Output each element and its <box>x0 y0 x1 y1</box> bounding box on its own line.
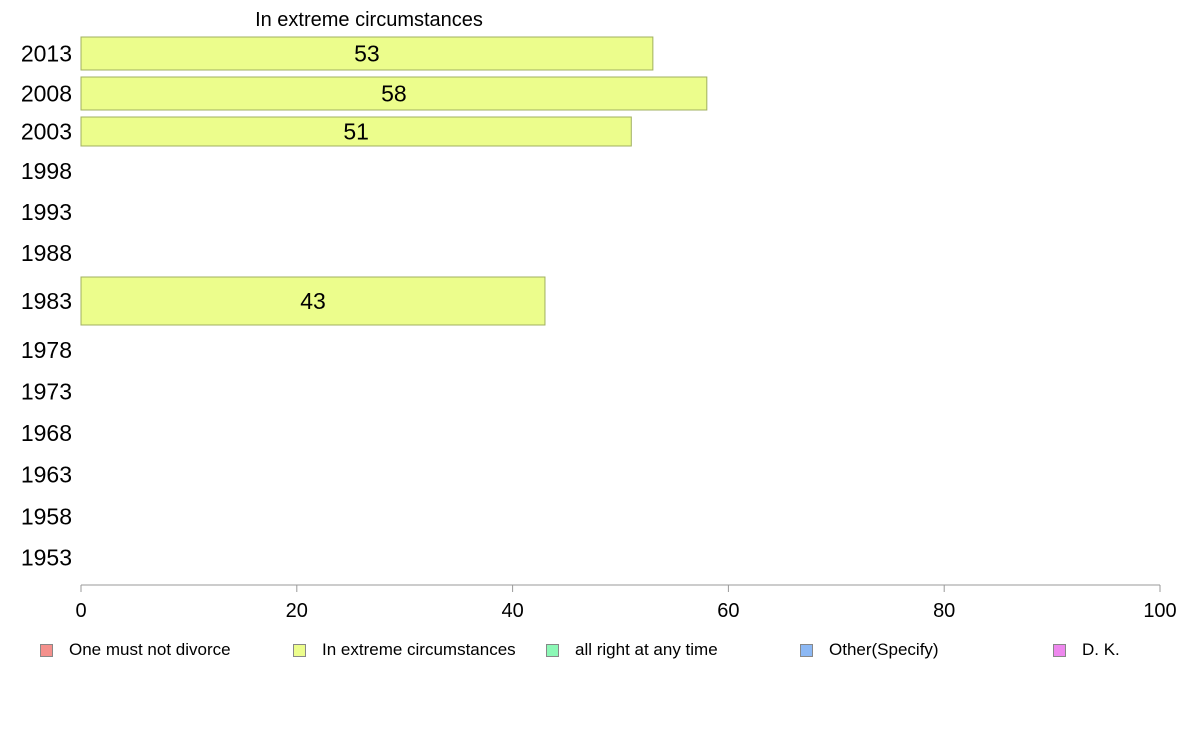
y-tick-label: 1973 <box>21 379 72 405</box>
legend: One must not divorce In extreme circumst… <box>0 636 1188 662</box>
x-axis-ticks: 0 20 40 60 80 100 <box>75 585 1177 622</box>
bar <box>80 36 654 71</box>
legend-item-other-specify: Other(Specify) <box>800 640 939 660</box>
legend-swatch <box>1053 643 1066 657</box>
legend-label: D. K. <box>1082 640 1120 659</box>
y-tick-label: 1983 <box>21 288 72 314</box>
y-tick-label: 1958 <box>21 504 72 530</box>
x-tick-label: 20 <box>286 600 308 622</box>
legend-swatch <box>546 643 559 657</box>
y-tick-label: 1978 <box>21 337 72 363</box>
legend-label: Other(Specify) <box>829 640 939 659</box>
year-labels: 2013 2008 2003 1998 1993 1988 1983 1978 1973 1968… <box>21 41 72 571</box>
legend-label: all right at any time <box>575 640 718 659</box>
bar <box>80 116 632 147</box>
chart-title: In extreme circumstances <box>255 9 483 31</box>
y-tick-label: 2003 <box>21 119 72 145</box>
x-tick-label: 40 <box>501 600 523 622</box>
legend-swatch <box>293 643 306 657</box>
y-tick-label: 1988 <box>21 240 72 266</box>
legend-item-in-extreme-circumstances: In extreme circumstances <box>293 640 516 660</box>
bar <box>80 76 708 111</box>
x-tick-label: 80 <box>933 600 955 622</box>
x-tick-label: 100 <box>1143 600 1176 622</box>
bar <box>80 276 546 326</box>
legend-item-dk: D. K. <box>1053 640 1120 660</box>
y-tick-label: 1953 <box>21 545 72 571</box>
x-tick-label: 0 <box>75 600 86 622</box>
y-tick-label: 1968 <box>21 420 72 446</box>
legend-swatch <box>40 643 53 657</box>
legend-label: One must not divorce <box>69 640 231 659</box>
legend-label: In extreme circumstances <box>322 640 516 659</box>
y-tick-label: 1963 <box>21 462 72 488</box>
bar-value-label: 51 <box>343 119 369 145</box>
bar-value-label: 43 <box>300 288 326 314</box>
x-tick-label: 60 <box>717 600 739 622</box>
legend-swatch <box>800 643 813 657</box>
bar-value-label: 58 <box>381 81 407 107</box>
y-tick-label: 1998 <box>21 158 72 184</box>
legend-item-one-must-not-divorce: One must not divorce <box>40 640 231 660</box>
legend-item-all-right-at-any-time: all right at any time <box>546 640 718 660</box>
y-tick-label: 1993 <box>21 199 72 225</box>
y-tick-label: 2013 <box>21 41 72 67</box>
bar-value-label: 53 <box>354 41 380 67</box>
y-tick-label: 2008 <box>21 81 72 107</box>
